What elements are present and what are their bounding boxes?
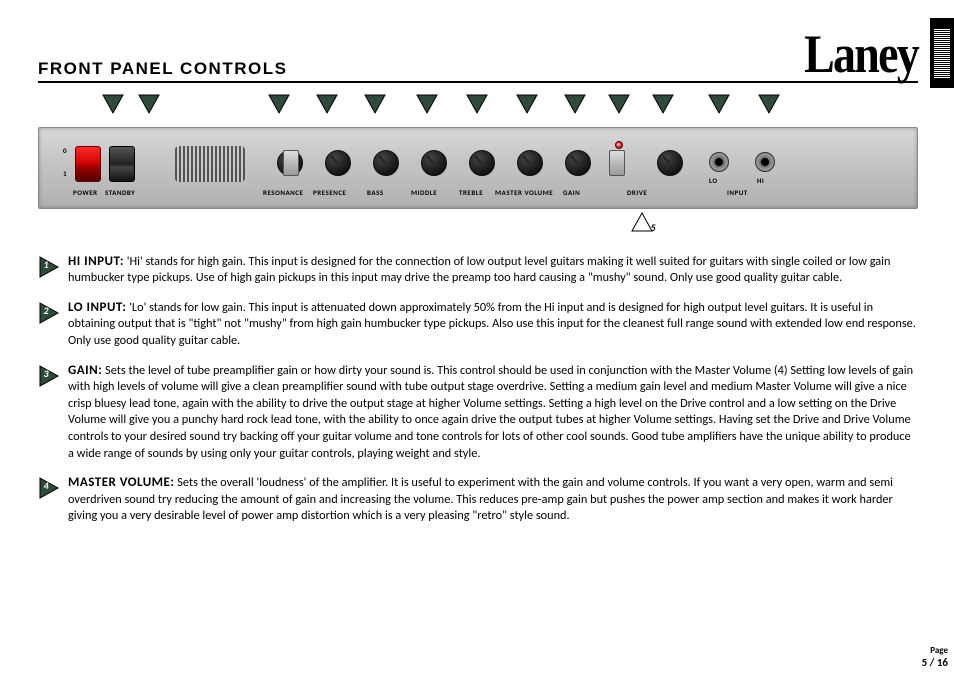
panel-label-gain: GAIN: [563, 188, 580, 197]
amp-front-panel: 01 POWER STANDBY RESONANCE PRESENCE BASS MIDD…: [38, 127, 918, 209]
panel-label-bass: BASS: [367, 188, 384, 197]
desc-item-1: 1HI INPUT: 'Hi' stands for high gain. Th…: [38, 253, 918, 287]
desc-text-2: LO INPUT: 'Lo' stands for low gain. This…: [68, 299, 918, 350]
callout-9: 9: [416, 95, 438, 117]
page-number: Page 5 / 16: [922, 645, 948, 669]
knob-6[interactable]: [565, 150, 591, 176]
push-button-0[interactable]: [283, 150, 299, 176]
side-tab: [930, 18, 954, 88]
input-jack-0[interactable]: [709, 152, 729, 172]
panel-label-master-volume: MASTER VOLUME: [495, 188, 553, 197]
callout-11: 11: [316, 95, 338, 117]
knob-2[interactable]: [373, 150, 399, 176]
desc-item-3: 3GAIN: Sets the level of tube preamplifi…: [38, 362, 918, 463]
panel-label-input: INPUT: [727, 188, 748, 197]
desc-arrow-1: 1: [38, 255, 60, 287]
knob-4[interactable]: [469, 150, 495, 176]
standby-switch[interactable]: [109, 146, 135, 182]
callout-7: 7: [608, 95, 630, 117]
panel-label-hi: HI: [757, 176, 764, 185]
model-badge: [175, 146, 245, 182]
page: FRONT PANEL CONTROLS Laney 1413121110984…: [38, 30, 918, 650]
panel-label-drive: DRIVE: [627, 188, 647, 197]
knob-7[interactable]: [657, 150, 683, 176]
panel-label-treble: TREBLE: [459, 188, 483, 197]
panel-label-power: POWER: [73, 188, 98, 197]
knob-5[interactable]: [517, 150, 543, 176]
power-scale: 01: [63, 146, 67, 192]
panel-label-presence: PRESENCE: [313, 188, 346, 197]
input-jack-1[interactable]: [755, 152, 775, 172]
callout-row: 1413121110984376215: [38, 95, 918, 127]
callout-10: 10: [364, 95, 386, 117]
callout-5: 5: [631, 213, 653, 235]
header: FRONT PANEL CONTROLS Laney: [38, 30, 918, 83]
panel-label-lo: LO: [709, 176, 718, 185]
callout-13: 13: [138, 95, 160, 117]
callout-8: 8: [466, 95, 488, 117]
panel-label-middle: MIDDLE: [411, 188, 437, 197]
callout-12: 12: [268, 95, 290, 117]
callout-2: 2: [708, 95, 730, 117]
desc-arrow-4: 4: [38, 476, 60, 525]
power-switch[interactable]: [75, 146, 101, 182]
push-button-1[interactable]: [609, 150, 625, 176]
desc-text-4: MASTER VOLUME: Sets the overall 'loudnes…: [68, 474, 918, 525]
desc-arrow-2: 2: [38, 301, 60, 350]
callout-3: 3: [564, 95, 586, 117]
callout-4: 4: [516, 95, 538, 117]
drive-led: [615, 141, 623, 149]
desc-item-2: 2LO INPUT: 'Lo' stands for low gain. Thi…: [38, 299, 918, 350]
desc-arrow-3: 3: [38, 364, 60, 463]
desc-text-1: HI INPUT: 'Hi' stands for high gain. Thi…: [68, 253, 918, 287]
desc-text-3: GAIN: Sets the level of tube preamplifie…: [68, 362, 918, 463]
descriptions: 1HI INPUT: 'Hi' stands for high gain. Th…: [38, 253, 918, 525]
callout-14: 14: [102, 95, 124, 117]
brand-logo: Laney: [804, 30, 918, 79]
knob-1[interactable]: [325, 150, 351, 176]
page-title: FRONT PANEL CONTROLS: [38, 59, 287, 79]
panel-label-resonance: RESONANCE: [263, 188, 303, 197]
knob-3[interactable]: [421, 150, 447, 176]
panel-label-standby: STANDBY: [105, 188, 135, 197]
desc-item-4: 4MASTER VOLUME: Sets the overall 'loudne…: [38, 474, 918, 525]
callout-6: 6: [652, 95, 674, 117]
callout-1: 1: [758, 95, 780, 117]
